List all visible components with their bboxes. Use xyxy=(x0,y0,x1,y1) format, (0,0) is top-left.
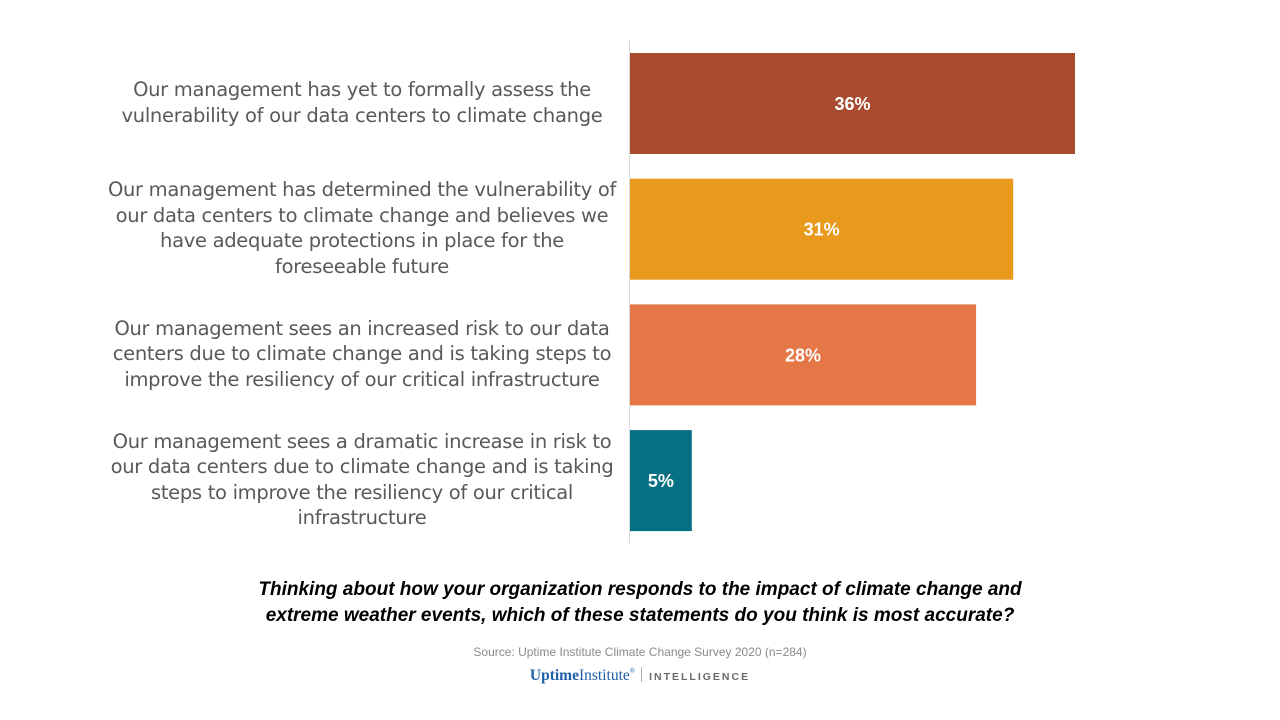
category-label-line: steps to improve the resiliency of our c… xyxy=(150,480,574,504)
logo-uptime: Uptime xyxy=(529,667,579,684)
chart-canvas: 36% 31% 28% 5% xyxy=(629,40,1075,543)
bar-value-label-4: 5% xyxy=(648,471,674,491)
question-line-1: Thinking about how your organization res… xyxy=(258,579,1022,600)
category-label-line: vulnerability of our data centers to cli… xyxy=(121,103,603,127)
category-label-line: Our management sees a dramatic increase … xyxy=(112,429,612,453)
category-label-line: Our management has yet to formally asses… xyxy=(133,78,591,101)
logo-intelligence: INTELLIGENCE xyxy=(649,671,751,683)
bar-4 xyxy=(630,430,692,532)
bar-value-label-2: 31% xyxy=(804,220,840,240)
category-label-line: infrastructure xyxy=(297,506,427,530)
category-label-1: Our management has yet to formally asses… xyxy=(102,77,622,128)
logo-divider xyxy=(641,667,643,682)
category-label-line: Our management sees an increased risk to… xyxy=(114,316,610,340)
category-label-4: Our management sees a dramatic increase … xyxy=(102,429,622,531)
category-label-line: Our management has determined the vulner… xyxy=(107,178,617,202)
category-label-line: have adequate protections in place for t… xyxy=(160,229,564,253)
bar-value-label-3: 28% xyxy=(785,345,821,365)
question-line-2: extreme weather events, which of these s… xyxy=(265,605,1015,626)
source-note: Source: Uptime Institute Climate Change … xyxy=(473,645,807,659)
category-label-line: our data centers due to climate change a… xyxy=(110,455,614,479)
category-label-line: centers due to climate change and is tak… xyxy=(112,342,612,366)
bar-value-label-1: 36% xyxy=(834,94,870,114)
logo-registered-mark: ® xyxy=(629,667,636,675)
bar-1 xyxy=(630,53,1075,154)
bar-2 xyxy=(630,178,1014,280)
bar-chart: 36% 31% 28% 5% Our management has yet to fo… xyxy=(102,40,1075,543)
chart-question: Thinking about how your organization res… xyxy=(0,577,1280,629)
category-label-3: Our management sees an increased risk to… xyxy=(102,316,622,393)
category-label-2: Our management has determined the vulner… xyxy=(102,177,622,279)
category-label-line: foreseeable future xyxy=(275,254,449,278)
logo-institute: Institute xyxy=(578,667,630,684)
bar-3 xyxy=(630,304,977,406)
uptime-institute-logo: UptimeInstitute® INTELLIGENCE xyxy=(0,667,1280,685)
category-label-line: our data centers to climate change and b… xyxy=(115,203,609,227)
category-label-line: improve the resiliency of our critical i… xyxy=(124,367,600,391)
